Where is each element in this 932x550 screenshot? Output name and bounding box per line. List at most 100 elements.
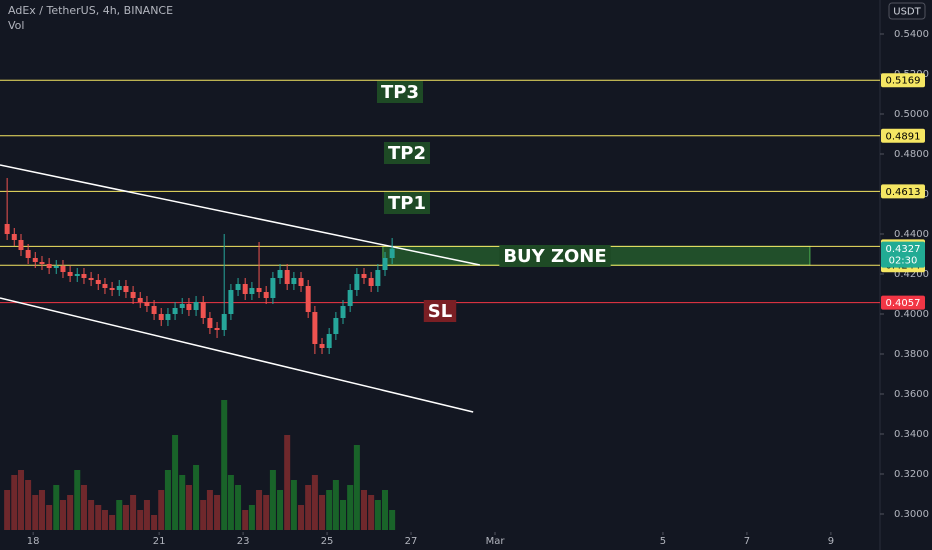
volume-bar (122, 505, 129, 530)
volume-bar (101, 510, 108, 530)
volume-bar (389, 510, 396, 530)
candle-body (347, 290, 353, 306)
y-tick-label: 0.4800 (894, 149, 929, 160)
currency-box[interactable] (888, 2, 926, 20)
x-tick-label: 18 (27, 536, 40, 547)
volume-bar (151, 515, 158, 530)
zone-label-box (499, 245, 611, 267)
candle-body (67, 272, 73, 276)
volume-bar (17, 470, 24, 530)
candle-body (186, 304, 192, 310)
candle-body (193, 302, 199, 310)
volume-bar (109, 515, 116, 530)
volume-bar (46, 505, 53, 530)
volume-bar (353, 445, 360, 530)
volume-bar (298, 505, 305, 530)
y-tick-label: 0.4400 (894, 229, 929, 240)
y-tick-label: 0.5400 (894, 29, 929, 40)
candle-body (46, 264, 52, 268)
volume-bar (116, 500, 123, 530)
volume-bar (164, 470, 171, 530)
volume-bar (269, 470, 276, 530)
volume-bar (284, 435, 291, 530)
trendline (0, 297, 474, 413)
volume-bar (32, 495, 39, 530)
candle-body (165, 314, 171, 320)
volume-bar (221, 400, 228, 530)
x-tick-label: 27 (405, 536, 418, 547)
volume-bar (143, 500, 150, 530)
candle-body (207, 318, 213, 328)
volume-bar (227, 475, 234, 530)
x-tick-label: 7 (744, 536, 750, 547)
candle-body (25, 250, 31, 258)
volume-bar (382, 490, 388, 530)
level-label: TP2 (388, 143, 426, 164)
candle-body (277, 270, 283, 278)
y-tick-label: 0.5000 (894, 109, 929, 120)
level-price-box (881, 295, 925, 310)
candle-body (214, 328, 220, 330)
volume-bar (200, 500, 207, 530)
x-tick-label: Mar (486, 536, 506, 547)
candle-body (116, 286, 122, 290)
currency[interactable]: USDT (893, 7, 921, 18)
candle-body (375, 270, 381, 286)
x-tick-label: 5 (660, 536, 666, 547)
last-price: 0.4327 (886, 244, 921, 255)
candle-body (158, 314, 164, 320)
candle-body (228, 290, 234, 314)
level-label: TP1 (388, 193, 426, 214)
level-price-box (881, 73, 925, 88)
candle-body (361, 274, 367, 278)
candle-body (151, 306, 157, 314)
volume-bar (347, 485, 354, 530)
candle-body (32, 258, 38, 262)
level-price: 0.5169 (886, 76, 921, 87)
volume-bar (290, 480, 297, 530)
volume-bar (206, 490, 213, 530)
candle-body (53, 266, 59, 268)
level-label-box (384, 142, 430, 164)
volume-bar (311, 475, 318, 530)
level-price: 0.4613 (886, 187, 921, 198)
plot-area (0, 79, 880, 530)
candle-body (95, 280, 101, 284)
volume-bar (74, 470, 81, 530)
volume-bar (88, 500, 95, 530)
candle-body (284, 270, 290, 284)
volume-bar (193, 465, 200, 530)
volume-bar (130, 495, 137, 530)
candle-body (270, 278, 276, 298)
candle-body (137, 298, 143, 302)
level-price: 0.4057 (886, 298, 921, 309)
volume-bar (214, 495, 221, 530)
candle-body (123, 286, 129, 292)
candle-body (109, 288, 115, 290)
level-label-box (423, 300, 457, 322)
candle-body (18, 240, 24, 250)
volume-bar (248, 505, 255, 530)
candle-body (130, 292, 136, 298)
volume-bar (53, 485, 60, 530)
candle-body (291, 278, 297, 284)
level-price-box (881, 184, 925, 199)
volume-bar (361, 490, 368, 530)
volume-bar (172, 435, 179, 530)
candle-body (382, 258, 388, 270)
candle-body (200, 302, 206, 318)
volume-bar (137, 510, 144, 530)
candle-body (305, 286, 311, 312)
volume-bar (277, 490, 284, 530)
y-tick-label: 0.4000 (894, 309, 929, 320)
candle-body (11, 234, 17, 240)
y-tick-label: 0.3800 (894, 349, 929, 360)
volume-bar (38, 490, 45, 530)
volume-bar (332, 480, 339, 530)
level-label: SL (428, 301, 452, 322)
volume-bar (67, 495, 74, 530)
candle-body (4, 224, 10, 234)
volume-bar (326, 490, 333, 530)
